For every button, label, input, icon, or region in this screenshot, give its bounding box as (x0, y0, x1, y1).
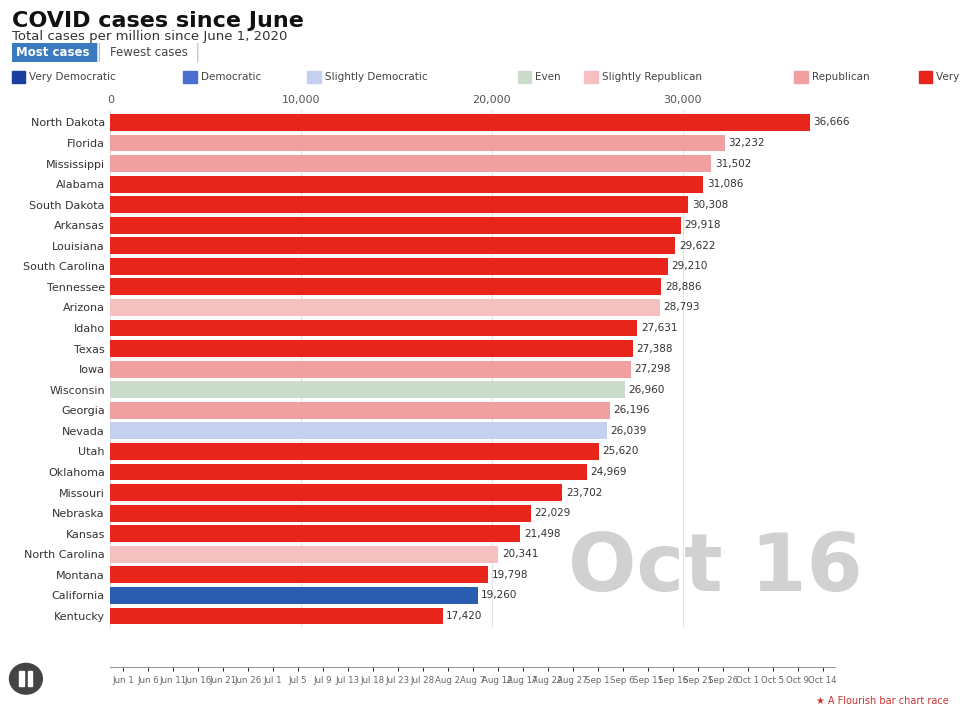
Text: 29,622: 29,622 (679, 241, 715, 251)
Bar (110, 114, 809, 131)
Bar (110, 361, 631, 378)
Text: 31,502: 31,502 (714, 158, 751, 168)
Bar (110, 196, 688, 213)
Text: Very Democratic: Very Democratic (29, 72, 115, 82)
Bar (110, 443, 599, 460)
Bar (110, 299, 660, 316)
Text: 30,308: 30,308 (692, 200, 729, 209)
Bar (110, 258, 667, 275)
Text: 29,918: 29,918 (684, 220, 721, 230)
Text: ★ A Flourish bar chart race: ★ A Flourish bar chart race (816, 697, 948, 706)
Text: 21,498: 21,498 (524, 529, 561, 539)
Bar (110, 237, 676, 254)
Bar (110, 155, 711, 172)
Bar (183, 71, 197, 82)
FancyBboxPatch shape (100, 42, 198, 63)
Text: 19,798: 19,798 (492, 570, 528, 580)
Bar (110, 608, 443, 624)
Bar (110, 402, 610, 419)
Bar (585, 71, 598, 82)
Bar (110, 278, 661, 295)
Bar (110, 464, 587, 481)
Bar (110, 484, 563, 501)
Text: 32,232: 32,232 (729, 138, 765, 148)
Bar (110, 587, 478, 604)
Text: Most cases: Most cases (16, 45, 90, 59)
Text: 27,388: 27,388 (636, 344, 673, 354)
Text: 28,886: 28,886 (664, 282, 702, 292)
Bar (12, 71, 25, 82)
Text: 19,260: 19,260 (481, 591, 517, 601)
Text: Very Republican: Very Republican (936, 72, 960, 82)
Text: 27,631: 27,631 (641, 323, 678, 333)
Bar (110, 525, 520, 542)
Text: 27,298: 27,298 (635, 364, 671, 374)
FancyBboxPatch shape (10, 42, 97, 63)
Text: 23,702: 23,702 (565, 488, 602, 498)
Text: Republican: Republican (812, 72, 870, 82)
Bar (28, 671, 32, 687)
Text: Oct 16: Oct 16 (568, 530, 863, 608)
Text: Total cases per million since June 1, 2020: Total cases per million since June 1, 20… (12, 30, 287, 43)
Text: 17,420: 17,420 (446, 611, 483, 621)
Text: 26,039: 26,039 (611, 426, 647, 436)
Text: 22,029: 22,029 (534, 508, 570, 518)
Bar (795, 71, 808, 82)
Bar (110, 217, 681, 234)
Text: COVID cases since June: COVID cases since June (12, 11, 303, 31)
Bar (110, 381, 625, 398)
Bar (110, 134, 725, 151)
Text: 36,666: 36,666 (813, 117, 850, 127)
Bar (110, 340, 633, 357)
Bar (110, 320, 637, 337)
Text: 29,210: 29,210 (671, 261, 708, 271)
Bar (517, 71, 532, 82)
Text: 24,969: 24,969 (590, 467, 627, 477)
Bar (110, 175, 704, 192)
Text: Democratic: Democratic (201, 72, 261, 82)
Bar (110, 422, 607, 439)
Text: 20,341: 20,341 (502, 550, 539, 559)
Text: Slightly Republican: Slightly Republican (602, 72, 702, 82)
Bar (919, 71, 932, 82)
Circle shape (10, 663, 42, 694)
Text: Fewest cases: Fewest cases (109, 45, 187, 59)
Text: 25,620: 25,620 (603, 447, 638, 457)
Bar (110, 546, 498, 563)
Bar (110, 505, 531, 522)
Text: 26,960: 26,960 (628, 385, 664, 395)
Text: Even: Even (535, 72, 561, 82)
Bar (307, 71, 322, 82)
Text: Slightly Democratic: Slightly Democratic (324, 72, 427, 82)
Bar (110, 567, 488, 584)
Bar (19, 671, 24, 687)
Text: 31,086: 31,086 (707, 179, 743, 189)
Text: 28,793: 28,793 (663, 302, 700, 312)
Text: 26,196: 26,196 (613, 405, 650, 415)
